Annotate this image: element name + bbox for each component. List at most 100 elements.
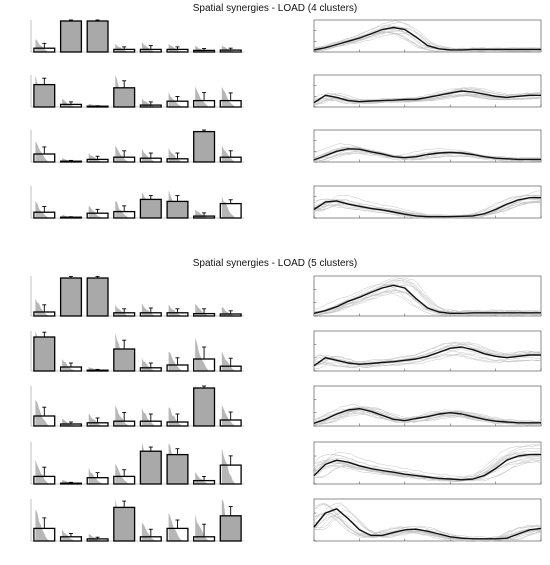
mean-curve-c1 xyxy=(313,26,541,51)
bar-chart-5-clusters xyxy=(30,275,244,542)
distribution-gl xyxy=(62,358,77,371)
bar-panel-w2 xyxy=(30,331,244,372)
subject-trace xyxy=(313,201,542,219)
distribution-gm xyxy=(88,205,104,218)
bar-panel-w2 xyxy=(30,75,244,108)
mean-curve-c3 xyxy=(313,148,541,161)
distribution-add xyxy=(195,337,210,371)
line-panel-c2 xyxy=(313,330,542,372)
bar-add xyxy=(193,215,216,219)
bar-panel-w3 xyxy=(30,385,244,427)
subject-trace xyxy=(313,194,541,219)
bar-panel-w5 xyxy=(30,499,244,542)
distribution-bf xyxy=(168,43,184,52)
bar-gl xyxy=(59,216,83,219)
mean-curve-c5 xyxy=(313,508,542,540)
bar-add xyxy=(193,387,216,427)
subject-trace xyxy=(313,151,542,162)
subject-trace xyxy=(313,152,541,162)
distribution-rf xyxy=(115,145,130,162)
bar-gi xyxy=(219,49,242,53)
distribution-rf xyxy=(115,463,130,484)
distribution-gi xyxy=(221,405,237,426)
distribution-rf xyxy=(115,405,130,426)
subject-trace xyxy=(313,21,542,50)
distribution-gm xyxy=(88,152,104,162)
subject-trace xyxy=(313,195,542,217)
bar-rf xyxy=(113,87,136,108)
mean-curve-c4 xyxy=(313,197,541,218)
bar-ta xyxy=(33,47,56,53)
distribution-rf xyxy=(115,304,130,316)
plot-frame xyxy=(313,19,542,53)
subject-trace xyxy=(313,282,542,316)
distribution-gi xyxy=(221,195,237,218)
bar-gm xyxy=(86,277,109,317)
bar-gm xyxy=(86,369,109,372)
distribution-bf xyxy=(168,148,184,162)
distribution-gl xyxy=(62,98,77,107)
subject-trace xyxy=(313,456,541,482)
line-panel-c1 xyxy=(313,19,542,53)
subject-trace xyxy=(313,280,542,313)
line-panel-c5 xyxy=(313,498,542,542)
line-panel-c3 xyxy=(313,129,542,163)
distribution-gm xyxy=(88,467,104,484)
line-chart-5-clusters xyxy=(313,275,542,542)
bar-st xyxy=(139,198,162,219)
line-panel-c4 xyxy=(313,441,542,485)
distribution-gl xyxy=(62,529,77,541)
bar-gi xyxy=(219,515,242,542)
bar-gl xyxy=(59,20,83,53)
subject-trace xyxy=(313,341,542,367)
subject-trace xyxy=(313,455,541,481)
distribution-bf xyxy=(168,351,184,371)
mean-curve-c2 xyxy=(313,90,541,104)
distribution-add xyxy=(195,86,210,107)
distribution-ta xyxy=(35,459,50,484)
mean-curve-c3 xyxy=(313,408,541,424)
subject-trace xyxy=(313,289,542,316)
distribution-ta xyxy=(35,38,50,52)
plot-frame xyxy=(313,129,542,163)
bar-gm xyxy=(86,20,109,53)
bar-ta xyxy=(33,336,56,372)
distribution-rf xyxy=(115,43,130,52)
subject-trace xyxy=(313,195,542,218)
distribution-rf xyxy=(115,200,130,218)
subject-trace xyxy=(313,93,542,106)
bar-panel-w4 xyxy=(30,442,244,485)
subject-trace xyxy=(313,196,542,217)
distribution-bf xyxy=(168,407,184,426)
subject-trace xyxy=(313,190,542,216)
distribution-ta xyxy=(35,399,50,426)
bar-panel-w3 xyxy=(30,129,244,163)
line-panel-c3 xyxy=(313,385,542,427)
distribution-add xyxy=(195,471,210,484)
bar-st xyxy=(139,450,162,485)
bar-gl xyxy=(59,482,83,485)
subject-trace xyxy=(313,515,542,541)
distribution-st xyxy=(141,407,157,426)
distribution-bf xyxy=(168,92,184,107)
line-panel-c2 xyxy=(313,74,542,108)
subject-trace xyxy=(313,411,542,425)
subject-trace xyxy=(314,150,541,160)
subject-trace xyxy=(313,513,542,540)
distribution-gm xyxy=(88,413,104,426)
subject-trace xyxy=(313,354,542,368)
line-panel-c1 xyxy=(313,275,542,317)
distribution-gi xyxy=(221,145,237,162)
distribution-ta xyxy=(35,141,50,162)
bar-gl xyxy=(59,277,83,317)
distribution-st xyxy=(141,358,157,371)
bar-chart-4-clusters xyxy=(30,19,244,219)
bar-gm xyxy=(86,105,109,108)
distribution-gi xyxy=(221,448,237,484)
subject-trace xyxy=(313,94,542,104)
subject-trace xyxy=(313,283,542,313)
bar-rf xyxy=(113,506,136,542)
bar-gl xyxy=(59,160,83,163)
distribution-gi xyxy=(221,351,237,371)
